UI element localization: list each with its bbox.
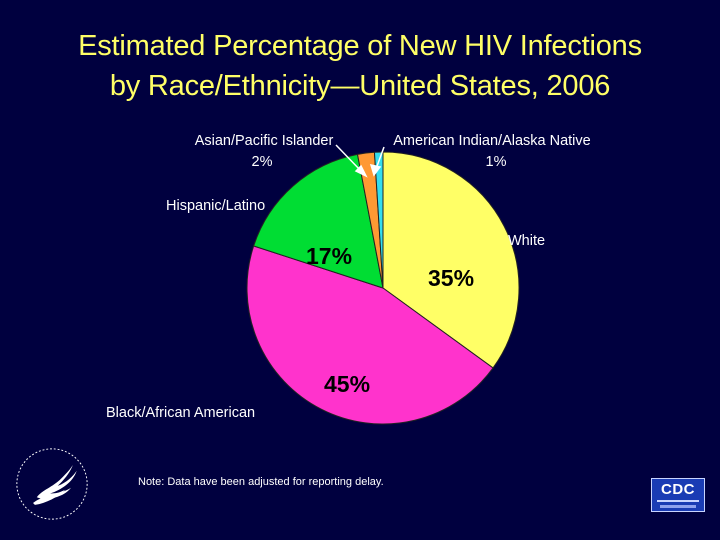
leader-lines [335,144,385,178]
label-hispanic-latino: Hispanic/Latino [166,198,265,214]
pct-asian-pacific-islander: 2% [252,154,273,170]
pie-slice-american-indian-alaska-native [373,151,384,289]
leader-line-asian [335,144,363,173]
chart-title: Estimated Percentage of New HIV Infectio… [0,26,720,106]
footnote: Note: Data have been adjusted for report… [138,476,384,488]
chart-title-line-2: by Race/Ethnicity—United States, 2006 [109,70,611,102]
pie-slice-black-african-american [246,245,494,425]
cdc-logo-rule [657,500,699,502]
hhs-eagle-seal-icon [16,448,88,520]
arrowhead-american-indian [369,163,382,177]
pie-slice-white [382,151,520,369]
label-american-indian-alaska-native: American Indian/Alaska Native [393,133,590,149]
pie-slices [246,151,520,425]
pct-hispanic-latino: 17% [306,243,352,269]
arrowhead-asian [354,164,368,178]
label-black-african-american: Black/African American [106,405,255,421]
pct-american-indian-alaska-native: 1% [486,154,507,170]
leader-line-american-indian [375,146,385,170]
chart-title-line-1: Estimated Percentage of New HIV Infectio… [78,30,642,62]
pct-white: 35% [428,265,474,291]
cdc-logo-subtext [660,505,696,508]
pie-slice-hispanic-latino [253,153,384,289]
cdc-logo: CDC [651,478,705,512]
label-white: White [508,233,545,249]
pct-black-african-american: 45% [324,371,370,397]
cdc-logo-text: CDC [661,481,695,498]
label-asian-pacific-islander: Asian/Pacific Islander [195,133,334,149]
